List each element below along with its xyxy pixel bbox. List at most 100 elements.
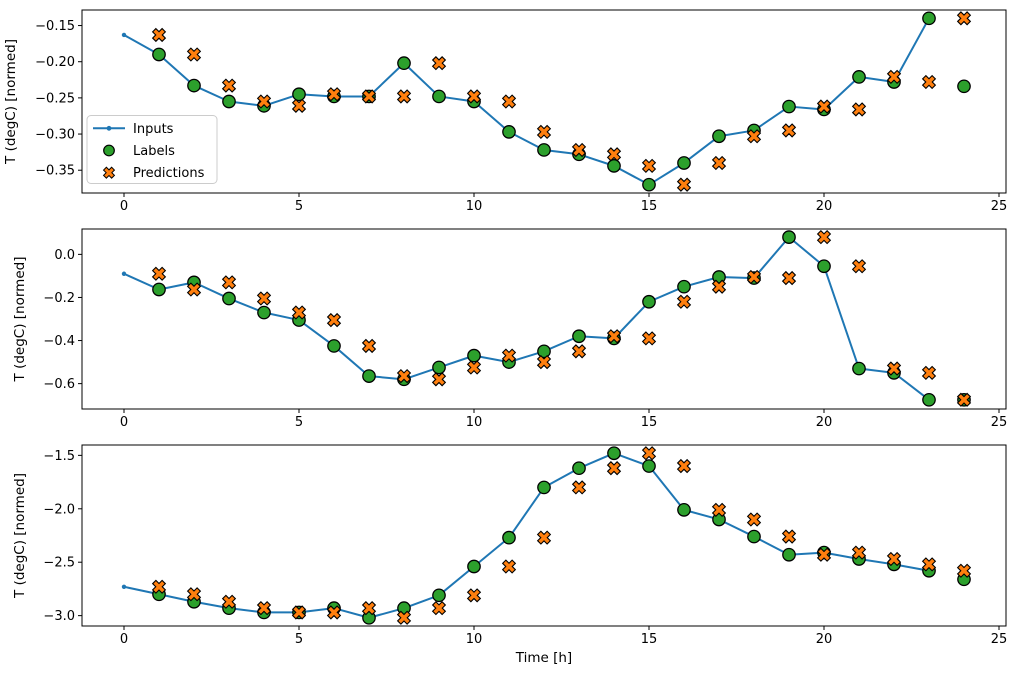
prediction-marker: [256, 94, 272, 109]
label-marker: [502, 125, 516, 139]
prediction-marker: [466, 360, 482, 375]
legend-label: Inputs: [133, 122, 174, 137]
y-axis-label: T (degC) [normed]: [3, 39, 19, 165]
prediction-marker: [256, 601, 272, 616]
x-tick-label: 10: [466, 632, 483, 647]
prediction-marker: [746, 269, 762, 285]
prediction-marker: [956, 563, 972, 578]
y-tick-label: −2.0: [43, 502, 75, 517]
x-tick-label: 15: [641, 199, 658, 214]
label-marker: [537, 344, 551, 359]
prediction-marker: [536, 354, 552, 370]
label-marker: [537, 143, 551, 157]
prediction-marker: [956, 392, 972, 407]
labels-markers: [152, 230, 971, 407]
label-marker: [922, 11, 936, 26]
prediction-marker: [571, 480, 587, 495]
label-marker: [537, 480, 551, 495]
label-marker: [432, 588, 446, 603]
x-tick-label: 5: [295, 415, 303, 430]
label-marker: [642, 459, 656, 473]
prediction-marker: [291, 605, 307, 620]
subplot-1: 0 5 10 15 20 25 −0.15 −0.20 −0.25 −0.30 −0.35 T (de…: [3, 9, 1007, 214]
label-marker: [432, 89, 446, 104]
label-marker: [292, 87, 306, 102]
prediction-marker: [606, 461, 622, 476]
label-marker: [712, 129, 726, 144]
predictions-markers: [151, 11, 972, 192]
y-tick-label: −0.4: [43, 334, 75, 349]
prediction-marker: [326, 87, 342, 102]
label-marker: [467, 348, 481, 363]
prediction-marker: [816, 547, 832, 562]
label-marker: [782, 230, 796, 244]
x-axis: 0 5 10 15 20 25: [120, 626, 1007, 647]
prediction-marker: [886, 69, 902, 85]
y-tick-label: −0.20: [35, 55, 75, 70]
prediction-marker: [186, 282, 202, 297]
prediction-marker: [921, 365, 937, 380]
y-tick-label: −1.5: [43, 449, 75, 464]
prediction-marker: [641, 331, 657, 346]
legend-circle-sample: [103, 144, 115, 157]
prediction-marker: [256, 291, 272, 306]
label-marker: [432, 360, 446, 375]
prediction-marker: [361, 89, 377, 104]
y-axis-label: T (degC) [normed]: [12, 257, 28, 383]
y-tick-label: −0.15: [35, 19, 75, 34]
prediction-marker: [536, 530, 552, 545]
prediction-marker: [816, 229, 832, 245]
legend-label: Predictions: [133, 166, 205, 181]
label-marker: [747, 529, 761, 544]
label-marker: [817, 259, 831, 274]
prediction-marker: [151, 266, 167, 281]
prediction-marker: [221, 275, 237, 290]
x-tick-label: 0: [120, 199, 128, 214]
y-axis: 0.0 −0.2 −0.4 −0.6: [43, 248, 82, 392]
prediction-marker: [571, 142, 587, 158]
label-marker: [222, 291, 236, 306]
label-marker: [922, 392, 936, 407]
inputs-point: [121, 32, 127, 38]
prediction-marker: [711, 279, 727, 294]
label-marker: [397, 56, 411, 71]
prediction-marker: [536, 124, 552, 140]
y-axis: −0.15 −0.20 −0.25 −0.30 −0.35: [35, 19, 82, 179]
prediction-marker: [921, 557, 937, 572]
prediction-marker: [641, 446, 657, 461]
legend-item-inputs: Inputs: [93, 122, 174, 137]
label-marker: [677, 503, 691, 517]
label-marker: [257, 305, 271, 320]
prediction-marker: [291, 98, 307, 113]
label-marker: [572, 329, 586, 344]
axes-frame: [81, 228, 1007, 410]
x-tick-label: 15: [641, 632, 658, 647]
label-marker: [572, 461, 586, 476]
prediction-marker: [361, 601, 377, 616]
prediction-marker: [816, 99, 832, 114]
prediction-marker: [711, 155, 727, 171]
label-marker: [222, 94, 236, 109]
prediction-marker: [326, 312, 342, 328]
prediction-marker: [431, 56, 447, 71]
y-tick-label: −3.0: [43, 609, 75, 624]
label-marker: [607, 159, 621, 173]
prediction-marker: [851, 545, 867, 560]
axes-frame: [81, 9, 1007, 194]
x-tick-label: 0: [120, 415, 128, 430]
prediction-marker: [151, 579, 167, 594]
prediction-marker: [641, 158, 657, 174]
prediction-marker: [291, 305, 307, 320]
prediction-marker: [746, 129, 762, 144]
label-marker: [327, 339, 341, 353]
prediction-marker: [431, 601, 447, 616]
y-tick-label: −0.25: [35, 91, 75, 106]
y-axis-label: T (degC) [normed]: [12, 473, 28, 599]
prediction-marker: [151, 27, 167, 43]
prediction-marker: [396, 368, 412, 384]
prediction-marker: [851, 102, 867, 117]
legend-label: Labels: [133, 144, 175, 159]
prediction-marker: [396, 610, 412, 625]
prediction-marker: [606, 329, 622, 344]
